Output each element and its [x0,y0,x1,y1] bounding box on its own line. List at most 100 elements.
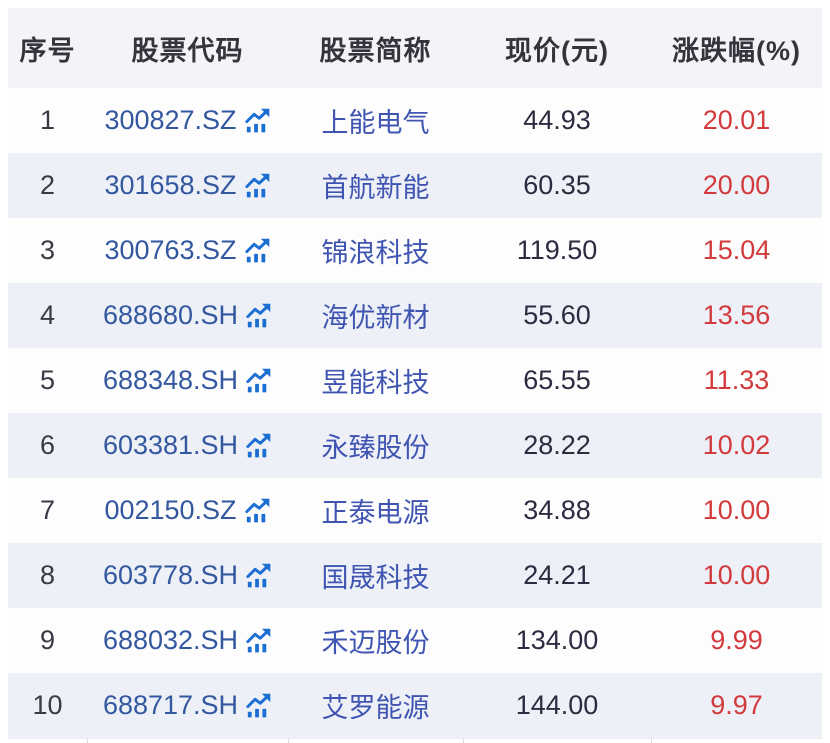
change-percent: 9.99 [710,625,763,655]
change-percent: 13.56 [702,300,771,330]
table-row: 9 688032.SH 禾迈股份 134.00 9.99 [8,608,822,673]
stock-code-link[interactable]: 688680.SH [102,300,239,330]
stock-name-cell: 禾迈股份 [288,608,463,673]
stock-code-cell: 603381.SH [87,413,288,478]
stock-name-link[interactable]: 永臻股份 [321,433,430,463]
header-stock-name: 股票简称 [319,35,432,66]
stock-name-link[interactable]: 锦浪科技 [321,238,430,268]
stock-name-cell: 昱能科技 [288,348,463,413]
trend-up-chart-icon[interactable] [245,432,272,459]
row-serial: 9 [39,625,56,655]
table-row: 10 688717.SH 艾罗能源 144.00 9.97 [8,673,822,738]
stock-code-cell: 688348.SH [87,348,288,413]
table-row: 5 688348.SH 昱能科技 65.55 11.33 [8,348,822,413]
table-row: 1 300827.SZ 上能电气 44.93 20.01 [8,88,822,153]
row-serial: 7 [39,495,56,525]
stock-name-link[interactable]: 正泰电源 [321,498,430,528]
row-serial: 1 [39,105,56,135]
current-price: 60.35 [523,170,591,200]
table-header: 序号 股票代码 股票简称 现价(元) 涨跌幅(%) [8,8,822,88]
stock-name-link[interactable]: 艾罗能源 [321,693,430,723]
stock-name-cell: 国晟科技 [288,543,463,608]
trend-up-chart-icon[interactable] [245,627,272,654]
stock-code-cell: 603778.SH [87,543,288,608]
stock-name-link[interactable]: 国晟科技 [321,563,430,593]
trend-up-chart-icon[interactable] [244,107,271,134]
current-price: 65.55 [523,365,591,395]
stock-table: 序号 股票代码 股票简称 现价(元) 涨跌幅(%) 1 300827.SZ [8,8,822,738]
table-row: 3 300763.SZ 锦浪科技 119.50 15.04 [8,218,822,283]
current-price: 24.21 [523,560,591,590]
table-row: 4 688680.SH 海优新材 55.60 13.56 [8,283,822,348]
stock-name-cell: 海优新材 [288,283,463,348]
change-percent: 20.01 [702,105,771,135]
stock-code-link[interactable]: 603778.SH [102,560,239,590]
trend-up-chart-icon[interactable] [245,367,272,394]
row-serial: 8 [39,560,56,590]
stock-name-cell: 锦浪科技 [288,218,463,283]
header-price: 现价(元) [505,35,609,66]
trend-up-chart-icon[interactable] [245,302,272,329]
stock-name-cell: 上能电气 [288,88,463,153]
trend-up-chart-icon[interactable] [245,692,272,719]
stock-code-cell: 688680.SH [87,283,288,348]
stock-code-cell: 301658.SZ [87,153,288,218]
table-row: 7 002150.SZ 正泰电源 34.88 10.00 [8,478,822,543]
stock-code-cell: 688717.SH [87,673,288,738]
current-price: 119.50 [516,235,598,265]
stock-name-cell: 永臻股份 [288,413,463,478]
stock-code-link[interactable]: 002150.SZ [104,495,237,525]
stock-code-link[interactable]: 688717.SH [102,690,239,720]
row-serial: 10 [32,690,63,720]
stock-name-link[interactable]: 海优新材 [321,303,430,333]
row-serial: 6 [39,430,56,460]
stock-code-link[interactable]: 300827.SZ [104,105,237,135]
stock-code-link[interactable]: 603381.SH [102,430,239,460]
current-price: 44.93 [523,105,591,135]
stock-name-link[interactable]: 昱能科技 [321,368,430,398]
table-row: 8 603778.SH 国晟科技 24.21 10.00 [8,543,822,608]
row-serial: 3 [39,235,56,265]
change-percent: 11.33 [703,365,770,395]
trend-up-chart-icon[interactable] [244,172,271,199]
stock-name-cell: 首航新能 [288,153,463,218]
change-percent: 20.00 [702,170,771,200]
change-percent: 10.00 [702,495,771,525]
stock-code-cell: 688032.SH [87,608,288,673]
stock-table-panel: 序号 股票代码 股票简称 现价(元) 涨跌幅(%) 1 300827.SZ [8,8,822,738]
current-price: 144.00 [515,690,599,720]
change-percent: 15.04 [702,235,771,265]
header-stock-code: 股票代码 [131,35,244,66]
stock-code-link[interactable]: 300763.SZ [104,235,237,265]
trend-up-chart-icon[interactable] [244,497,271,524]
stock-name-link[interactable]: 首航新能 [321,173,430,203]
stock-code-link[interactable]: 688032.SH [102,625,239,655]
header-serial: 序号 [19,35,76,66]
stock-code-cell: 002150.SZ [87,478,288,543]
stock-name-cell: 正泰电源 [288,478,463,543]
stock-name-cell: 艾罗能源 [288,673,463,738]
row-serial: 5 [39,365,56,395]
stock-code-link[interactable]: 301658.SZ [104,170,237,200]
trend-up-chart-icon[interactable] [245,562,272,589]
stock-name-link[interactable]: 禾迈股份 [321,628,430,658]
current-price: 55.60 [523,300,591,330]
stock-name-link[interactable]: 上能电气 [321,108,430,138]
change-percent: 9.97 [710,690,763,720]
table-body: 1 300827.SZ 上能电气 44.93 20.01 2 [8,88,822,738]
row-serial: 2 [39,170,56,200]
table-bottom-edge [8,738,822,743]
change-percent: 10.00 [702,560,771,590]
row-serial: 4 [39,300,56,330]
header-row: 序号 股票代码 股票简称 现价(元) 涨跌幅(%) [8,8,822,88]
trend-up-chart-icon[interactable] [244,237,271,264]
stock-code-cell: 300827.SZ [87,88,288,153]
current-price: 28.22 [523,430,591,460]
stock-code-link[interactable]: 688348.SH [102,365,239,395]
stock-code-cell: 300763.SZ [87,218,288,283]
header-change-pct: 涨跌幅(%) [672,35,801,66]
table-row: 6 603381.SH 永臻股份 28.22 10.02 [8,413,822,478]
current-price: 134.00 [515,625,599,655]
change-percent: 10.02 [702,430,771,460]
current-price: 34.88 [523,495,591,525]
